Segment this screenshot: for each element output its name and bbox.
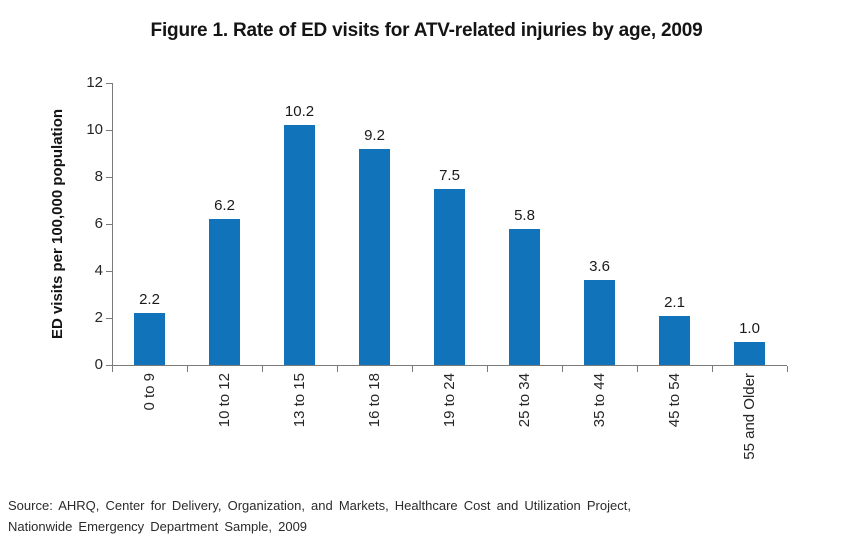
bar [134, 313, 165, 365]
bar-value-label: 10.2 [284, 103, 315, 121]
bar [434, 188, 465, 365]
source-note: Source: AHRQ, Center for Delivery, Organ… [8, 496, 808, 537]
bar-value-label: 7.5 [439, 166, 460, 184]
x-axis-tick-mark [337, 366, 338, 372]
bar-value-label: 1.0 [739, 319, 760, 337]
bar-value-label: 5.8 [514, 206, 535, 224]
y-axis-tick-mark [106, 318, 112, 319]
x-axis-tick-mark [112, 366, 113, 372]
y-axis-tick-label: 12 [86, 74, 103, 91]
source-note-line1: Source: AHRQ, Center for Delivery, Organ… [8, 498, 631, 513]
y-axis-tick-label: 2 [94, 309, 103, 326]
x-axis-tick-mark [712, 366, 713, 372]
bar-value-label: 2.1 [664, 293, 685, 311]
bar [359, 148, 390, 365]
x-axis-tick-mark [487, 366, 488, 372]
bar [734, 341, 765, 365]
y-axis-tick-label: 10 [86, 121, 103, 138]
y-axis-tick-mark [106, 365, 112, 366]
bar [509, 228, 540, 365]
x-axis-tick-label: 35 to 44 [590, 373, 608, 428]
x-axis-tick-mark [412, 366, 413, 372]
y-axis-tick-label: 0 [94, 356, 103, 373]
x-axis-tick-mark [562, 366, 563, 372]
x-axis-tick-label: 25 to 34 [515, 373, 533, 428]
x-axis-tick-label: 19 to 24 [440, 373, 458, 428]
bar [209, 219, 240, 365]
bar [284, 125, 315, 365]
bar-value-label: 6.2 [214, 197, 235, 215]
x-axis-tick-label: 13 to 15 [290, 373, 308, 428]
y-axis-tick-mark [106, 177, 112, 178]
x-axis-line [112, 365, 787, 366]
y-axis-line [112, 83, 113, 366]
y-axis-tick-label: 4 [94, 262, 103, 279]
bar [659, 315, 690, 365]
x-axis-tick-label: 45 to 54 [665, 373, 683, 428]
y-axis-tick-mark [106, 224, 112, 225]
y-axis-tick-mark [106, 271, 112, 272]
bar-value-label: 9.2 [364, 126, 385, 144]
x-axis-tick-label: 16 to 18 [365, 373, 383, 428]
y-axis-tick-mark [106, 83, 112, 84]
x-axis-tick-label: 0 to 9 [140, 373, 158, 411]
figure-title: Figure 1. Rate of ED visits for ATV-rela… [150, 20, 703, 41]
y-axis-tick-label: 6 [94, 215, 103, 232]
x-axis-tick-label: 10 to 12 [215, 373, 233, 428]
x-axis-tick-mark [787, 366, 788, 372]
y-axis-tick-mark [106, 130, 112, 131]
bar-value-label: 2.2 [139, 291, 160, 309]
x-axis-tick-label: 55 and Older [740, 373, 758, 460]
x-axis-tick-mark [187, 366, 188, 372]
source-note-line2: Nationwide Emergency Department Sample, … [8, 518, 308, 534]
x-axis-tick-mark [262, 366, 263, 372]
bar [584, 280, 615, 365]
bar-value-label: 3.6 [589, 258, 610, 276]
y-axis-tick-label: 8 [94, 168, 103, 185]
x-axis-tick-mark [637, 366, 638, 372]
